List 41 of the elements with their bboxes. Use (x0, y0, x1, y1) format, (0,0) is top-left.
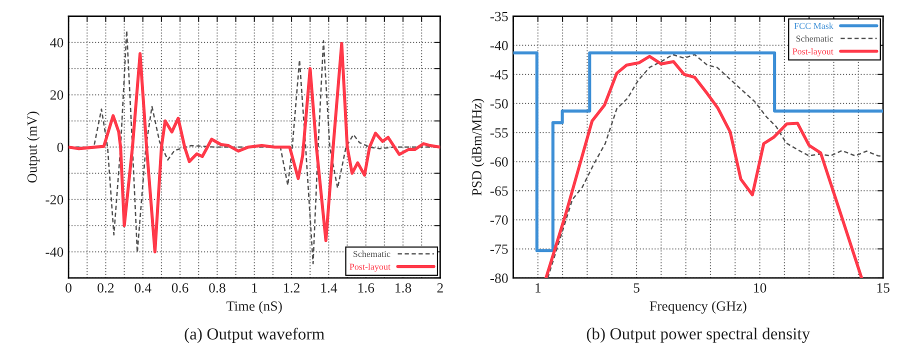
legend-label: Schematic (796, 35, 834, 42)
y-tick-label: -55 (490, 128, 508, 138)
y-axis-title: PSD (dBm/MHz) (472, 98, 484, 196)
y-tick-label: 40 (50, 38, 64, 48)
x-tick-label: 0.6 (172, 283, 188, 293)
y-tick-label: -20 (46, 195, 64, 204)
y-tick-label: -75 (490, 244, 508, 254)
y-tick-label: -40 (490, 40, 508, 50)
x-tick-label: 15 (877, 283, 890, 293)
x-tick-label: 2 (437, 283, 443, 292)
legend-label: Post-layout (792, 48, 834, 56)
x-tick-label: 0.8 (209, 283, 226, 293)
x-tick-label: 0.2 (98, 283, 114, 293)
x-tick-label: 1.4 (321, 283, 338, 293)
x-tick-label: 1.2 (284, 283, 300, 293)
x-tick-label: 0 (66, 283, 72, 293)
y-tick-label: -40 (46, 247, 64, 257)
x-tick-label: 0.4 (134, 283, 152, 293)
legend-label: Schematic (354, 250, 390, 258)
x-tick-label: 1 (252, 283, 258, 292)
x-axis-title: Time (nS) (226, 300, 282, 314)
x-tick-label: 5 (634, 283, 640, 293)
legend-label: FCC Mask (794, 22, 834, 29)
y-tick-label: -80 (490, 274, 508, 283)
x-axis-title: Frequency (GHz) (650, 300, 746, 314)
y-tick-label: -45 (490, 70, 508, 80)
y-tick-label: -60 (490, 157, 508, 167)
y-axis-title: Output (mV) (27, 112, 40, 183)
y-tick-label: -70 (490, 215, 508, 225)
y-tick-label: -50 (490, 99, 508, 108)
y-tick-label: -35 (490, 12, 508, 22)
y-tick-label: 20 (50, 90, 64, 100)
y-tick-label: 0 (57, 142, 64, 152)
x-tick-label: 10 (754, 283, 766, 293)
text: (a) Output waveform (184, 328, 324, 343)
legend-label: Post-layout (350, 263, 390, 272)
text: (b) Output power spectral density (586, 328, 810, 343)
x-tick-label: 1.6 (358, 283, 374, 293)
x-tick-label: 1 (536, 283, 541, 292)
y-tick-label: -65 (490, 186, 508, 196)
x-tick-label: 1.8 (396, 283, 412, 293)
